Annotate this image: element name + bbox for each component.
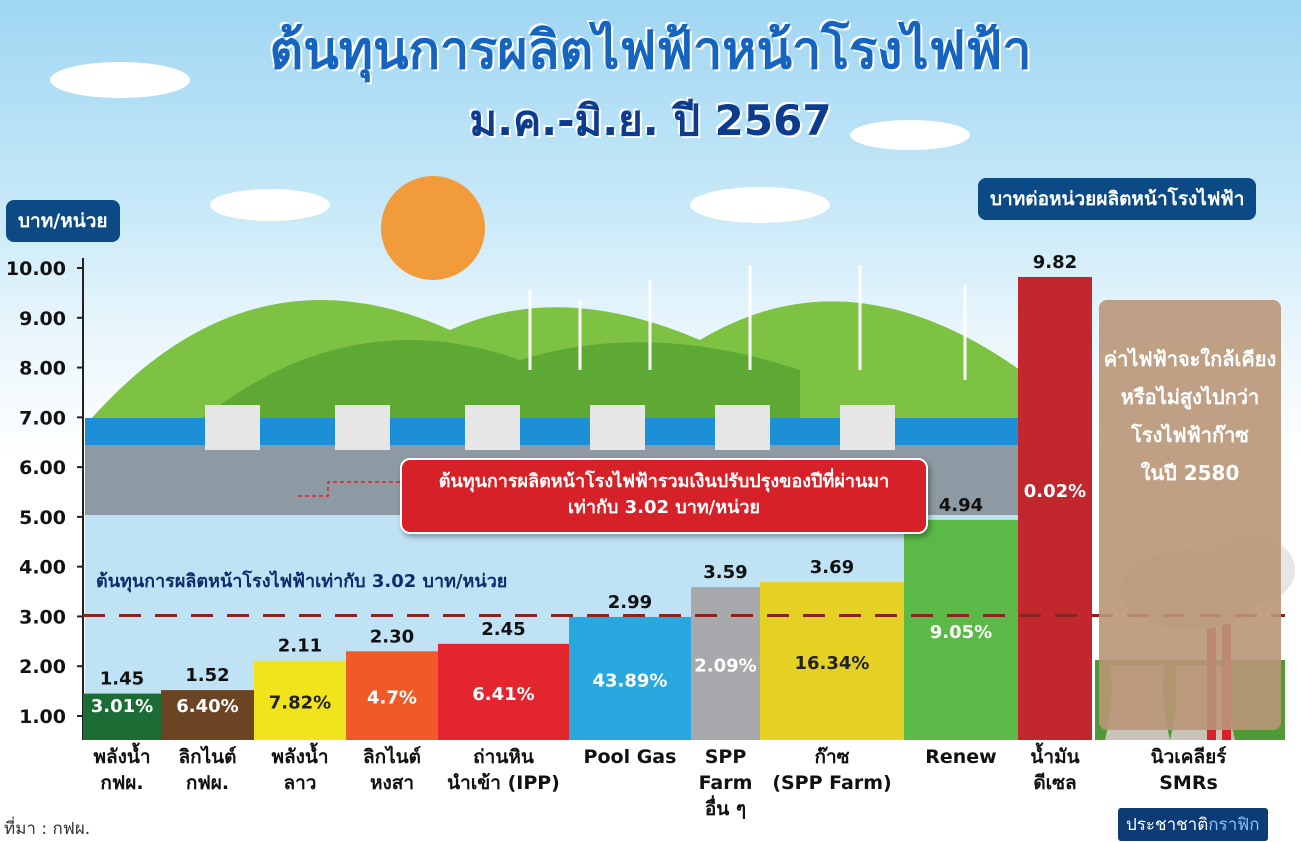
y-tick-label: 6.00 bbox=[19, 457, 66, 479]
bar bbox=[904, 519, 1018, 740]
bar bbox=[346, 651, 438, 740]
bar-share-label: 3.01% bbox=[91, 696, 153, 717]
chart-title: ต้นทุนการผลิตไฟฟ้าหน้าโรงไฟฟ้า bbox=[269, 21, 1032, 81]
y-tick-label: 8.00 bbox=[19, 358, 66, 380]
y-unit-label: บาท/หน่วย bbox=[6, 200, 120, 242]
bar-value-label: 2.11 bbox=[278, 636, 322, 657]
bar-value-label: 1.52 bbox=[185, 665, 229, 686]
y-tick-label: 3.00 bbox=[19, 606, 66, 628]
bar-share-label: 2.09% bbox=[694, 656, 756, 677]
brand-part2: กราฟิก bbox=[1208, 815, 1260, 835]
bar bbox=[83, 693, 161, 740]
cloud-icon bbox=[50, 62, 190, 98]
category-label: ลิกไนต์ bbox=[178, 745, 236, 768]
category-label: Farm bbox=[699, 772, 753, 794]
category-label: นิวเคลียร์ bbox=[1151, 746, 1228, 768]
cloud-icon bbox=[850, 120, 970, 150]
category-label: กฟผ. bbox=[100, 772, 143, 794]
cloud-icon bbox=[210, 189, 330, 221]
bar-share-label: 9.05% bbox=[930, 622, 992, 643]
category-label: ลาว bbox=[284, 772, 317, 794]
bar-share-label: 6.40% bbox=[176, 696, 238, 717]
category-label: Renew bbox=[925, 746, 996, 768]
bar-value-label: 4.94 bbox=[939, 495, 983, 516]
y-tick-label: 7.00 bbox=[19, 407, 66, 429]
callout-box: ต้นทุนการผลิตหน้าโรงไฟฟ้ารวมเงินปรับปรุง… bbox=[400, 458, 928, 534]
bar-share-label: 6.41% bbox=[472, 684, 534, 705]
bar-value-label: 1.45 bbox=[100, 669, 144, 690]
bar bbox=[1018, 276, 1092, 740]
forecast-note: ค่าไฟฟ้าจะใกล้เคียง หรือไม่สูงไปกว่า โรง… bbox=[1099, 300, 1281, 730]
bar-value-label: 2.99 bbox=[608, 592, 652, 613]
wind-turbines bbox=[528, 265, 967, 380]
y-tick-label: 10.00 bbox=[6, 258, 66, 280]
bar bbox=[438, 643, 569, 740]
reference-line-label: ต้นทุนการผลิตหน้าโรงไฟฟ้าเท่ากับ 3.02 บา… bbox=[96, 571, 508, 592]
category-label: ถ่านหิน bbox=[473, 746, 534, 768]
reference-line-group bbox=[83, 481, 1285, 617]
dam-gates bbox=[205, 405, 895, 450]
callout-line1: ต้นทุนการผลิตหน้าโรงไฟฟ้ารวมเงินปรับปรุง… bbox=[438, 471, 890, 492]
bar bbox=[161, 690, 254, 740]
bar bbox=[760, 582, 904, 740]
category-label: ลิกไนต์ bbox=[363, 745, 421, 768]
category-label: พลังน้ำ bbox=[93, 742, 150, 768]
brand-part1: ประชาชาติ bbox=[1126, 815, 1209, 835]
note-line4: ในปี 2580 bbox=[1140, 461, 1240, 485]
brand-logo: ประชาชาติกราฟิก bbox=[1118, 808, 1268, 841]
note-line3: โรงไฟฟ้าก๊าซ bbox=[1131, 423, 1249, 447]
bar-value-label: 2.45 bbox=[481, 619, 525, 640]
cloud-icon bbox=[690, 187, 830, 223]
y-tick-label: 5.00 bbox=[19, 507, 66, 529]
category-label: ก๊าซ bbox=[814, 746, 849, 768]
bar-value-label: 2.30 bbox=[370, 626, 414, 647]
source-note: ที่มา : กฟผ. bbox=[4, 819, 91, 839]
bar-value-label: 9.82 bbox=[1033, 252, 1077, 273]
bar-value-label: 3.69 bbox=[810, 557, 854, 578]
sun-icon bbox=[381, 176, 485, 280]
bars: 1.45 3.01% 1.52 6.40% 2.11 7.82% 2.30 4.7% 2.45 6… bbox=[83, 252, 1092, 740]
note-line2: หรือไม่สูงไปกว่า bbox=[1120, 385, 1260, 409]
y-tick-label: 1.00 bbox=[19, 706, 66, 728]
y-tick-label: 2.00 bbox=[19, 656, 66, 678]
bar-share-label: 4.7% bbox=[367, 688, 417, 709]
category-label: น้ำมัน bbox=[1030, 742, 1079, 768]
bar-share-label: 16.34% bbox=[795, 653, 870, 674]
category-label: Pool Gas bbox=[584, 746, 677, 768]
callout-connector bbox=[298, 481, 400, 497]
chart-subtitle: ม.ค.-มิ.ย. ปี 2567 bbox=[469, 96, 832, 145]
category-label: พลังน้ำ bbox=[271, 742, 328, 768]
category-label: (SPP Farm) bbox=[772, 772, 891, 794]
bar bbox=[569, 616, 691, 740]
category-label: SPP bbox=[705, 746, 747, 768]
category-label: SMRs bbox=[1159, 772, 1218, 794]
category-label: ดีเซล bbox=[1033, 772, 1076, 794]
bar-share-label: 7.82% bbox=[269, 692, 331, 713]
category-label: หงสา bbox=[370, 772, 414, 794]
callout-line2: เท่ากับ 3.02 บาท/หน่วย bbox=[567, 497, 761, 518]
bar bbox=[691, 587, 760, 740]
category-label: อื่น ๆ bbox=[705, 795, 746, 820]
category-label: นำเข้า (IPP) bbox=[447, 772, 560, 794]
y-tick-label: 4.00 bbox=[19, 557, 66, 579]
bar-share-label: 0.02% bbox=[1024, 481, 1086, 502]
bar bbox=[254, 660, 346, 740]
bar-share-label: 43.89% bbox=[593, 670, 668, 691]
y-axis: 1.00 2.00 3.00 4.00 5.00 6.00 7.00 8.00 9.00 10.0… bbox=[6, 258, 84, 740]
legend-label: บาทต่อหน่วยผลิตหน้าโรงไฟฟ้า bbox=[978, 178, 1257, 220]
category-label: กฟผ. bbox=[186, 772, 229, 794]
y-tick-label: 9.00 bbox=[19, 308, 66, 330]
note-line1: ค่าไฟฟ้าจะใกล้เคียง bbox=[1103, 347, 1277, 371]
bar-value-label: 3.59 bbox=[703, 562, 747, 583]
